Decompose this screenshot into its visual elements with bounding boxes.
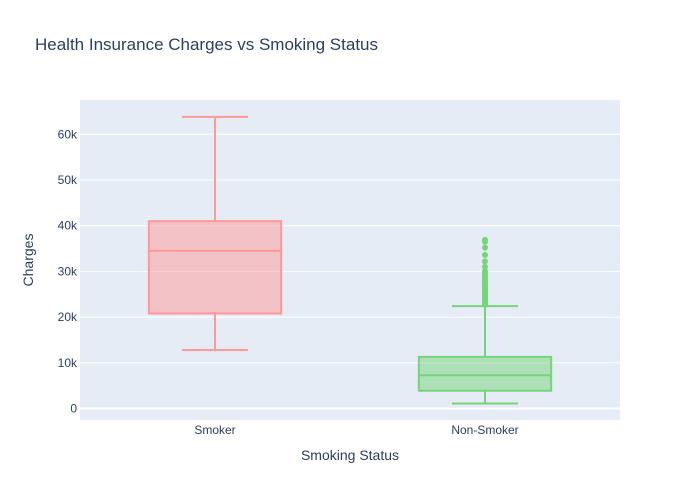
- y-tick-label: 60k: [58, 127, 78, 141]
- outlier-point: [482, 236, 488, 243]
- y-tick-label: 0: [70, 402, 77, 416]
- box-non-smoker: [417, 236, 553, 405]
- y-tick-label: 50k: [58, 173, 78, 187]
- outlier-point: [482, 258, 488, 265]
- iqr-box: [417, 355, 553, 392]
- x-tick-label: Non-Smoker: [451, 423, 518, 437]
- y-tick-label: 20k: [58, 310, 78, 324]
- x-axis-ticks: Smoker Non-Smoker: [194, 423, 518, 437]
- x-tick-label: Smoker: [194, 423, 235, 437]
- outlier-point: [482, 263, 488, 270]
- y-axis-title: Charges: [20, 234, 36, 287]
- y-tick-label: 40k: [58, 219, 78, 233]
- outlier-point: [482, 244, 488, 251]
- box-smoker: [147, 115, 283, 352]
- outlier-point: [482, 251, 488, 258]
- x-axis-title: Smoking Status: [301, 447, 399, 463]
- iqr-box: [147, 220, 283, 315]
- chart-title: Health Insurance Charges vs Smoking Stat…: [35, 35, 378, 54]
- y-tick-label: 10k: [58, 356, 78, 370]
- y-tick-label: 30k: [58, 264, 78, 278]
- outlier-point: [482, 268, 488, 275]
- y-axis-ticks: 0 10k 20k 30k 40k 50k 60k: [58, 127, 78, 415]
- boxes: [147, 115, 553, 405]
